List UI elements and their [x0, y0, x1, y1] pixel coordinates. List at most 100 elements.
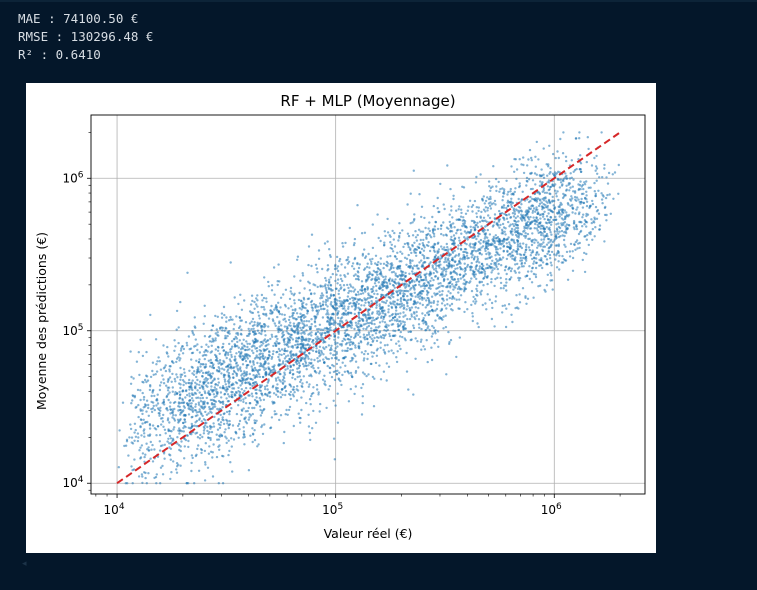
scatter-point [359, 292, 363, 296]
scatter-point [548, 201, 552, 205]
scatter-point [431, 245, 435, 249]
scatter-point [370, 327, 373, 330]
scatter-point [141, 412, 144, 416]
scatter-point [518, 293, 521, 296]
scatter-point [525, 259, 528, 262]
scatter-point [319, 328, 323, 331]
scatter-point [500, 232, 503, 235]
scatter-point [360, 341, 363, 344]
scatter-point [316, 271, 319, 274]
scatter-point [541, 190, 544, 193]
scatter-point [429, 310, 432, 313]
scatter-point [370, 351, 373, 354]
scatter-point [474, 266, 477, 269]
scatter-point [211, 337, 214, 340]
scatter-point [357, 298, 360, 302]
scatter-point [406, 232, 410, 235]
scatter-point [171, 390, 174, 393]
scatter-point [539, 227, 543, 230]
scatter-point [514, 208, 518, 211]
scatter-point [523, 219, 527, 222]
scatter-point [184, 425, 187, 429]
scatter-point [475, 300, 478, 303]
scatter-point [187, 439, 190, 443]
scatter-point [340, 383, 343, 387]
scatter-point [549, 261, 553, 264]
scatter-point [536, 212, 539, 216]
scatter-point [459, 228, 462, 232]
scatter-point [203, 350, 206, 354]
scatter-point [374, 326, 378, 329]
scatter-point [370, 322, 374, 325]
scatter-point [211, 475, 215, 478]
scatter-point [476, 255, 479, 259]
scatter-point [426, 311, 429, 315]
scatter-point [150, 410, 154, 414]
scatter-point [593, 190, 596, 193]
scatter-point [527, 178, 531, 181]
scatter-point [189, 384, 193, 387]
scatter-point [375, 329, 378, 332]
scatter-point [574, 240, 577, 244]
scatter-point [585, 238, 588, 241]
scatter-point [513, 241, 516, 245]
scatter-point [401, 229, 404, 232]
scatter-point [193, 391, 197, 395]
scatter-point [302, 316, 306, 319]
scatter-point [416, 245, 419, 248]
scatter-point [594, 165, 598, 168]
scatter-point [195, 383, 199, 386]
scatter-point [200, 369, 203, 372]
scatter-point [597, 212, 601, 215]
scatter-point [604, 196, 608, 200]
scatter-point [456, 277, 460, 281]
scatter-point [148, 433, 152, 436]
scatter-point [482, 284, 485, 287]
scatter-point [560, 217, 564, 220]
scatter-point [416, 275, 420, 279]
scatter-point [336, 282, 339, 285]
scatter-point [260, 326, 263, 329]
scatter-point [426, 293, 429, 296]
scatter-point [440, 245, 443, 248]
scatter-point [286, 349, 289, 353]
scatter-point [352, 353, 356, 356]
scatter-point [215, 433, 218, 436]
scatter-point [450, 209, 453, 212]
scatter-point [323, 327, 327, 330]
scatter-point [318, 410, 321, 413]
scatter-point [164, 369, 168, 373]
scatter-point [529, 222, 532, 225]
scatter-point [510, 267, 513, 270]
scatter-point [430, 346, 433, 349]
scatter-point [406, 317, 409, 321]
scatter-point [207, 412, 210, 415]
scatter-point [581, 258, 584, 262]
scatter-point [508, 241, 511, 244]
scatter-point [323, 331, 326, 335]
scatter-point [336, 307, 339, 310]
scatter-point [295, 388, 298, 391]
scatter-point [512, 207, 515, 210]
scatter-point [387, 350, 390, 353]
scatter-point [417, 295, 420, 299]
scatter-point [341, 279, 344, 283]
scatter-point [474, 235, 477, 238]
scatter-point [439, 182, 442, 186]
scatter-point [598, 176, 601, 179]
scatter-point [528, 277, 531, 281]
scatter-point [337, 310, 340, 313]
scatter-point [545, 284, 549, 287]
scatter-point [150, 448, 153, 451]
scatter-point [292, 324, 296, 328]
scatter-point [559, 181, 563, 184]
scatter-point [493, 325, 496, 328]
scatter-point [273, 293, 276, 296]
scatter-point [545, 226, 548, 229]
scatter-point [301, 338, 304, 342]
scatter-point [563, 234, 566, 238]
scatter-point [241, 409, 244, 412]
scatter-point [190, 381, 193, 384]
scatter-point [217, 438, 221, 441]
scatter-point [537, 253, 540, 256]
